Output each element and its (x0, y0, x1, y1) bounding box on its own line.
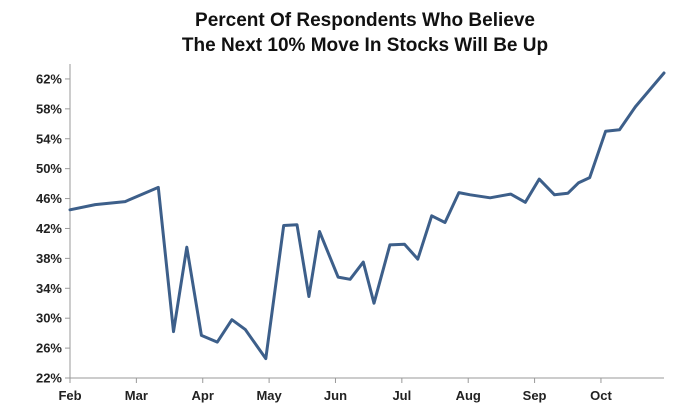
chart-title: Percent Of Respondents Who Believe (195, 10, 535, 31)
x-tick-label: Feb (58, 388, 81, 403)
y-tick-label: 34% (36, 281, 62, 296)
y-tick-label: 22% (36, 371, 62, 386)
x-axis-ticks: Feb Mar Apr May Jun Jul Aug Sep Oct (58, 378, 612, 403)
x-tick-label: Oct (590, 388, 612, 403)
series-line (68, 71, 666, 361)
x-tick-label: Sep (523, 388, 547, 403)
x-tick-label: Apr (192, 388, 214, 403)
y-tick-label: 30% (36, 311, 62, 326)
y-tick-label: 46% (36, 191, 62, 206)
x-tick-label: Jun (324, 388, 347, 403)
y-tick-label: 54% (36, 131, 62, 146)
y-tick-label: 58% (36, 101, 62, 116)
chart-subtitle: The Next 10% Move In Stocks Will Be Up (182, 35, 548, 56)
y-axis-ticks: 22% 26% 30% 34% 38% 42% 46% 50% 54% 58% 62% (36, 71, 70, 386)
y-tick-label: 26% (36, 341, 62, 356)
y-tick-label: 50% (36, 161, 62, 176)
x-tick-label: May (256, 388, 282, 403)
x-tick-label: Mar (125, 388, 148, 403)
x-tick-label: Aug (456, 388, 481, 403)
y-tick-label: 62% (36, 71, 62, 86)
y-tick-label: 38% (36, 251, 62, 266)
y-tick-label: 42% (36, 221, 62, 236)
x-tick-label: Jul (392, 388, 411, 403)
